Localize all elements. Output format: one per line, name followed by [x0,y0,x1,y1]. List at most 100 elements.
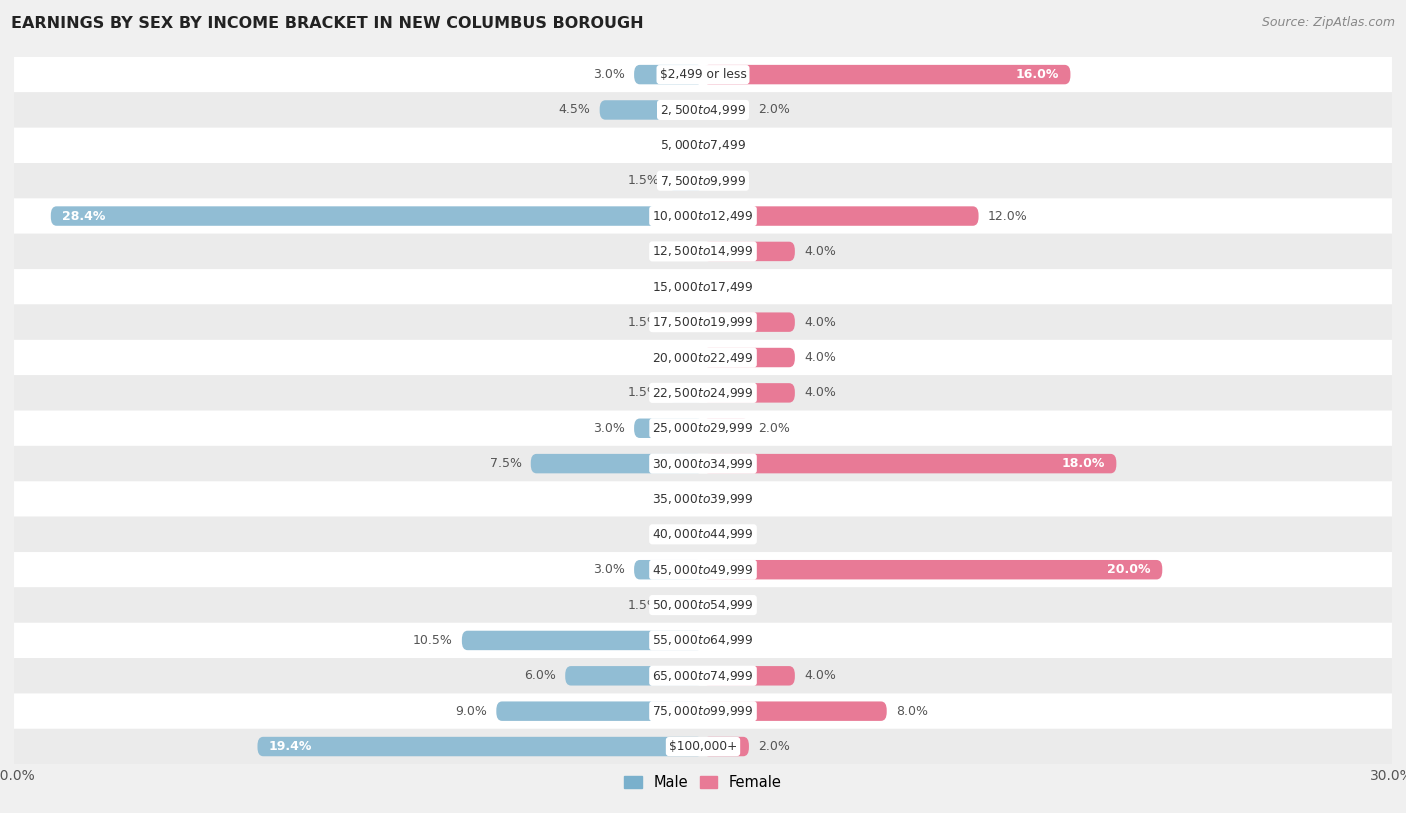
FancyBboxPatch shape [703,312,794,332]
Text: 12.0%: 12.0% [988,210,1028,223]
Legend: Male, Female: Male, Female [619,769,787,796]
Text: 4.0%: 4.0% [804,386,837,399]
Text: 0.0%: 0.0% [662,280,693,293]
FancyBboxPatch shape [703,348,794,367]
Text: 0.0%: 0.0% [662,351,693,364]
FancyBboxPatch shape [14,729,1392,764]
FancyBboxPatch shape [51,207,703,226]
FancyBboxPatch shape [634,65,703,85]
Text: $5,000 to $7,499: $5,000 to $7,499 [659,138,747,152]
Text: $50,000 to $54,999: $50,000 to $54,999 [652,598,754,612]
Text: 0.0%: 0.0% [713,493,744,506]
FancyBboxPatch shape [14,446,1392,481]
Text: $2,500 to $4,999: $2,500 to $4,999 [659,103,747,117]
Text: 0.0%: 0.0% [713,598,744,611]
Text: 6.0%: 6.0% [524,669,555,682]
FancyBboxPatch shape [14,198,1392,234]
FancyBboxPatch shape [703,241,794,261]
Text: $55,000 to $64,999: $55,000 to $64,999 [652,633,754,647]
Text: 19.4%: 19.4% [269,740,312,753]
FancyBboxPatch shape [703,65,1070,85]
Text: $2,499 or less: $2,499 or less [659,68,747,81]
Text: 18.0%: 18.0% [1062,457,1105,470]
Text: EARNINGS BY SEX BY INCOME BRACKET IN NEW COLUMBUS BOROUGH: EARNINGS BY SEX BY INCOME BRACKET IN NEW… [11,16,644,31]
FancyBboxPatch shape [14,304,1392,340]
Text: 3.0%: 3.0% [593,563,624,576]
FancyBboxPatch shape [703,454,1116,473]
Text: Source: ZipAtlas.com: Source: ZipAtlas.com [1261,16,1395,29]
FancyBboxPatch shape [14,623,1392,659]
FancyBboxPatch shape [14,659,1392,693]
FancyBboxPatch shape [14,552,1392,587]
FancyBboxPatch shape [703,560,1163,580]
Text: $35,000 to $39,999: $35,000 to $39,999 [652,492,754,506]
Text: 0.0%: 0.0% [662,139,693,152]
FancyBboxPatch shape [14,481,1392,517]
Text: 0.0%: 0.0% [713,174,744,187]
Text: 4.5%: 4.5% [558,103,591,116]
Text: 20.0%: 20.0% [1108,563,1152,576]
Text: $20,000 to $22,499: $20,000 to $22,499 [652,350,754,364]
Text: 1.5%: 1.5% [627,315,659,328]
Text: $22,500 to $24,999: $22,500 to $24,999 [652,386,754,400]
Text: 1.5%: 1.5% [627,174,659,187]
FancyBboxPatch shape [14,163,1392,198]
Text: 3.0%: 3.0% [593,422,624,435]
Text: 3.0%: 3.0% [593,68,624,81]
Text: $30,000 to $34,999: $30,000 to $34,999 [652,457,754,471]
Text: $17,500 to $19,999: $17,500 to $19,999 [652,315,754,329]
Text: $100,000+: $100,000+ [669,740,737,753]
FancyBboxPatch shape [599,100,703,120]
FancyBboxPatch shape [634,419,703,438]
FancyBboxPatch shape [669,171,703,190]
FancyBboxPatch shape [703,383,794,402]
FancyBboxPatch shape [14,587,1392,623]
FancyBboxPatch shape [634,560,703,580]
Text: 2.0%: 2.0% [758,740,790,753]
FancyBboxPatch shape [703,100,749,120]
Text: 0.0%: 0.0% [713,634,744,647]
FancyBboxPatch shape [703,666,794,685]
FancyBboxPatch shape [14,128,1392,163]
Text: 1.5%: 1.5% [627,598,659,611]
FancyBboxPatch shape [14,517,1392,552]
Text: $45,000 to $49,999: $45,000 to $49,999 [652,563,754,576]
Text: 16.0%: 16.0% [1015,68,1059,81]
FancyBboxPatch shape [703,419,749,438]
FancyBboxPatch shape [703,207,979,226]
Text: 0.0%: 0.0% [713,139,744,152]
FancyBboxPatch shape [14,375,1392,411]
FancyBboxPatch shape [14,269,1392,304]
Text: $12,500 to $14,999: $12,500 to $14,999 [652,245,754,259]
FancyBboxPatch shape [703,702,887,721]
FancyBboxPatch shape [669,383,703,402]
Text: $25,000 to $29,999: $25,000 to $29,999 [652,421,754,435]
Text: 1.5%: 1.5% [627,386,659,399]
Text: 7.5%: 7.5% [489,457,522,470]
FancyBboxPatch shape [14,340,1392,375]
Text: $15,000 to $17,499: $15,000 to $17,499 [652,280,754,293]
Text: 4.0%: 4.0% [804,315,837,328]
Text: 9.0%: 9.0% [456,705,486,718]
FancyBboxPatch shape [14,57,1392,92]
FancyBboxPatch shape [703,737,749,756]
FancyBboxPatch shape [669,312,703,332]
FancyBboxPatch shape [14,693,1392,729]
Text: 10.5%: 10.5% [413,634,453,647]
FancyBboxPatch shape [531,454,703,473]
Text: 2.0%: 2.0% [758,103,790,116]
FancyBboxPatch shape [14,234,1392,269]
Text: 0.0%: 0.0% [662,493,693,506]
Text: $10,000 to $12,499: $10,000 to $12,499 [652,209,754,223]
Text: $40,000 to $44,999: $40,000 to $44,999 [652,528,754,541]
Text: $75,000 to $99,999: $75,000 to $99,999 [652,704,754,718]
Text: 0.0%: 0.0% [662,245,693,258]
Text: $65,000 to $74,999: $65,000 to $74,999 [652,669,754,683]
Text: 4.0%: 4.0% [804,351,837,364]
FancyBboxPatch shape [496,702,703,721]
Text: 0.0%: 0.0% [662,528,693,541]
FancyBboxPatch shape [461,631,703,650]
Text: 0.0%: 0.0% [713,280,744,293]
Text: 4.0%: 4.0% [804,669,837,682]
FancyBboxPatch shape [669,595,703,615]
